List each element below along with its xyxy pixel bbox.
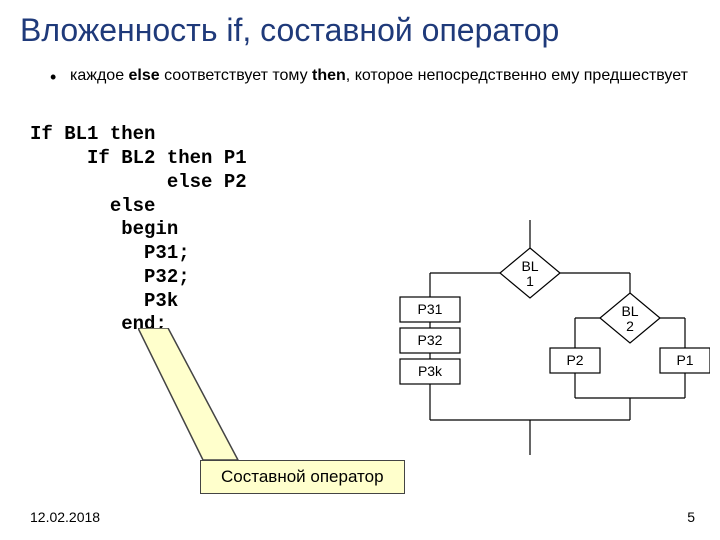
code-kw: then (167, 147, 224, 169)
bullet-text-1: каждое (70, 67, 129, 84)
label-bl2-sub: 2 (626, 318, 634, 334)
bullet-text-2: соответствует тому (160, 67, 312, 84)
flowchart-diagram: BL 1 P31 P32 P3k BL 2 P2 P1 (380, 220, 710, 480)
code-id: BL1 (64, 123, 110, 145)
code-line: P32; (30, 266, 190, 288)
page-title: Вложенность if, составной оператор (0, 0, 720, 57)
code-line: P31; (30, 242, 190, 264)
code-id: P1 (224, 147, 247, 169)
label-bl1: BL (521, 258, 538, 274)
code-kw: If (30, 147, 121, 169)
explanation-bullet: каждое else соответствует тому then, кот… (0, 57, 720, 95)
footer-page-number: 5 (687, 509, 695, 525)
code-id: BL2 (121, 147, 167, 169)
label-p2: P2 (566, 352, 583, 368)
callout-label: Составной оператор (200, 460, 405, 494)
bullet-text-3: , которое непосредственно ему предшеству… (346, 67, 688, 84)
code-kw: then (110, 123, 156, 145)
footer-date: 12.02.2018 (30, 509, 100, 525)
code-kw: else (30, 171, 224, 193)
code-kw: begin (30, 218, 178, 240)
code-id: P2 (224, 171, 247, 193)
label-p32: P32 (418, 332, 443, 348)
code-line: P3k (30, 290, 178, 312)
label-bl2: BL (621, 303, 638, 319)
code-kw: If (30, 123, 64, 145)
bullet-bold-then: then (312, 67, 346, 84)
code-kw: else (30, 195, 155, 217)
label-p31: P31 (418, 301, 443, 317)
label-p3k: P3k (418, 363, 443, 379)
label-bl1-sub: 1 (526, 273, 534, 289)
label-p1: P1 (676, 352, 693, 368)
bullet-bold-else: else (129, 67, 160, 84)
